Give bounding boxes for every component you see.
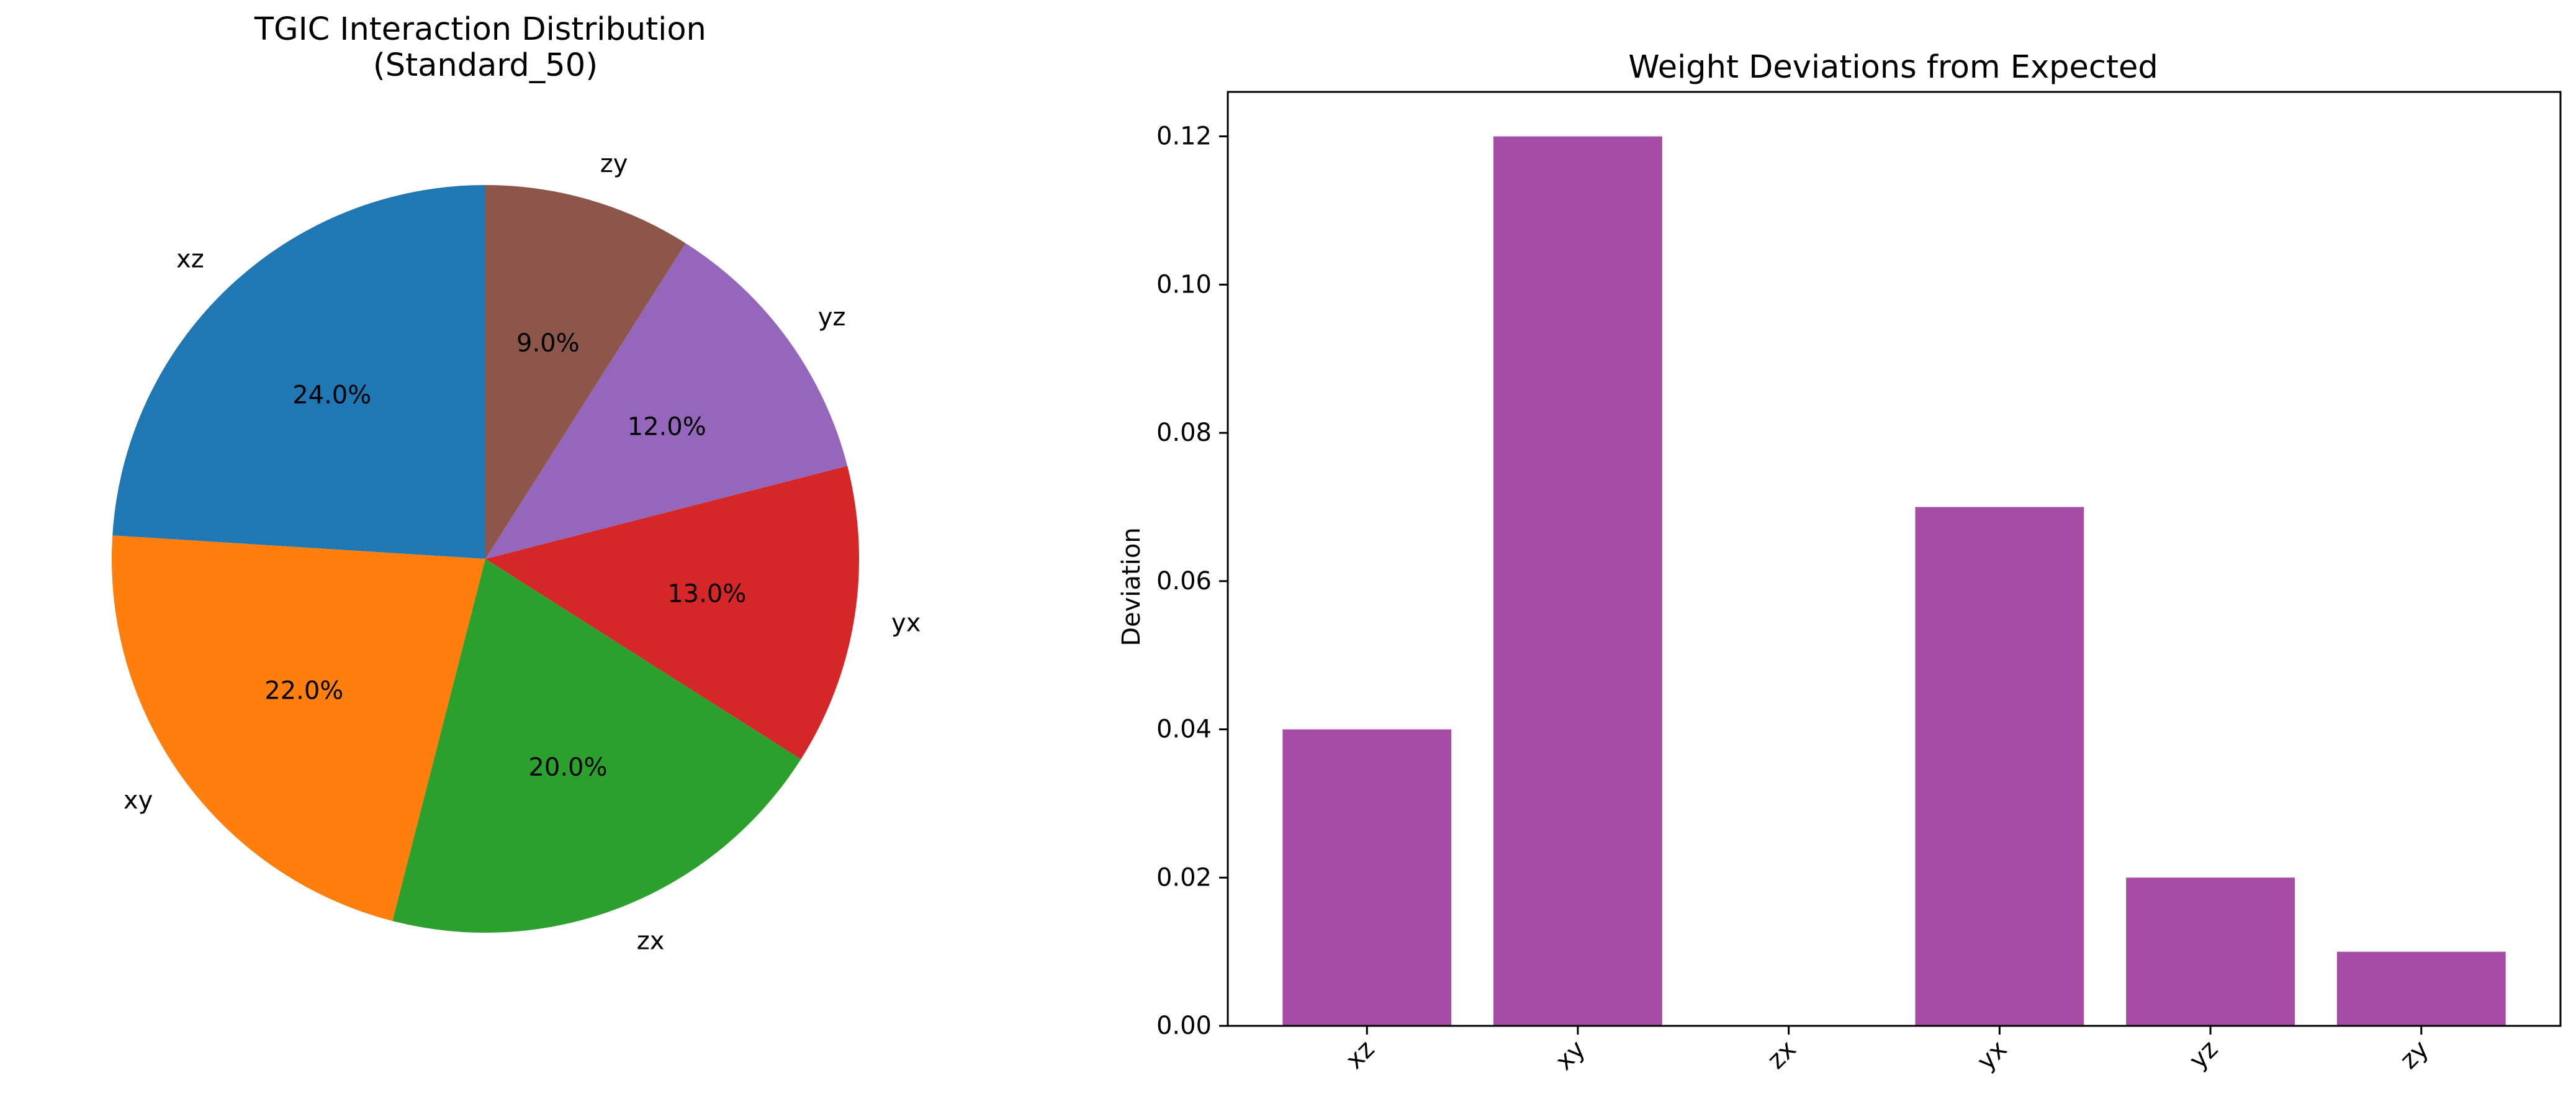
- pie-slice-yx: [485, 466, 860, 759]
- y-tick-label: 0.12: [1156, 122, 1212, 151]
- pie-slices: [112, 185, 860, 933]
- y-tick-label: 0.04: [1156, 715, 1212, 744]
- y-tick-label: 0.08: [1156, 419, 1212, 447]
- y-tick-label: 0.10: [1156, 270, 1212, 299]
- pie-slice-yz: [485, 243, 848, 559]
- pie-chart: TGIC Interaction Distribution (Standard_…: [112, 11, 921, 956]
- pie-pct-label-xz: 24.0%: [292, 381, 371, 410]
- bar-series: [1282, 136, 2506, 1026]
- y-tick-label: 0.00: [1156, 1012, 1212, 1040]
- pie-label-zx: zx: [637, 927, 665, 956]
- pie-title-line-1: TGIC Interaction Distribution: [254, 11, 706, 48]
- y-tick-label: 0.02: [1156, 863, 1212, 892]
- bar-yx: [1915, 507, 2084, 1026]
- pie-pct-label-yz: 12.0%: [628, 413, 706, 442]
- y-tick-label: 0.06: [1156, 567, 1212, 596]
- pie-pct-label-yx: 13.0%: [667, 580, 746, 609]
- pie-pct-label-zy: 9.0%: [516, 329, 580, 358]
- y-axis: 0.00 0.02 0.04 0.06 0.08 0.10 0.12: [1156, 122, 1228, 1040]
- pie-slice-zy: [485, 185, 686, 559]
- y-axis-label: Deviation: [1117, 527, 1146, 646]
- pie-label-yz: yz: [818, 303, 846, 332]
- bar-xz: [1282, 729, 1452, 1026]
- pie-labels: xz 24.0% xy 22.0% zx 20.0% yx 13.0% yz 12.0% zy 9.0…: [124, 150, 921, 956]
- bar-title: Weight Deviations from Expected: [1628, 49, 2158, 86]
- pie-slice-xy: [112, 535, 485, 922]
- pie-pct-label-zx: 20.0%: [528, 753, 607, 782]
- pie-slice-zx: [392, 559, 801, 933]
- bar-axes-frame: [1227, 91, 2562, 1027]
- bar-zy: [2336, 951, 2506, 1026]
- pie-pct-label-xy: 22.0%: [264, 676, 343, 705]
- bar-xy: [1493, 136, 1662, 1026]
- pie-title: TGIC Interaction Distribution (Standard_…: [254, 11, 716, 84]
- pie-label-zy: zy: [600, 150, 628, 178]
- bar-yz: [2126, 877, 2295, 1026]
- pie-title-line-2: (Standard_50): [373, 47, 598, 84]
- pie-label-xy: xy: [124, 786, 153, 815]
- pie-label-xz: xz: [176, 245, 204, 273]
- bar-chart: Weight Deviations from Expected 0.00 0.02…: [1117, 49, 2562, 1076]
- pie-label-yx: yx: [891, 609, 921, 638]
- pie-slice-xz: [112, 185, 485, 559]
